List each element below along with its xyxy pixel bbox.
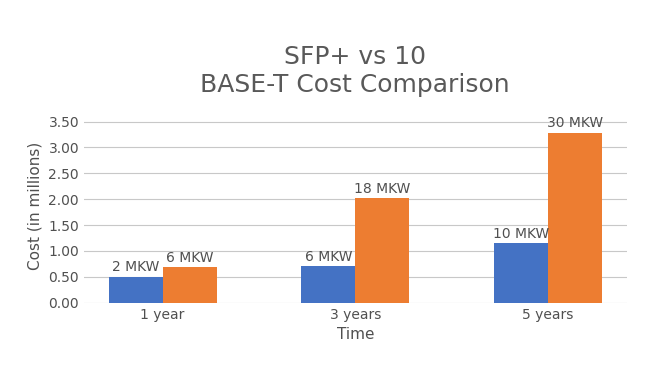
X-axis label: Time: Time bbox=[337, 327, 374, 342]
Text: 6 MKW: 6 MKW bbox=[304, 250, 352, 264]
Bar bbox=[355, 198, 410, 303]
Text: 30 MKW: 30 MKW bbox=[547, 116, 603, 130]
Text: 2 MKW: 2 MKW bbox=[112, 260, 160, 274]
Title: SFP+ vs 10
BASE-T Cost Comparison: SFP+ vs 10 BASE-T Cost Comparison bbox=[200, 45, 510, 97]
Bar bbox=[548, 133, 602, 303]
Bar bbox=[494, 243, 548, 303]
Bar bbox=[163, 267, 216, 303]
Y-axis label: Cost (in millions): Cost (in millions) bbox=[28, 142, 43, 270]
Legend: SFP, 10BASE-T: SFP, 10BASE-T bbox=[273, 383, 437, 388]
Text: 10 MKW: 10 MKW bbox=[493, 227, 549, 241]
Bar bbox=[301, 267, 355, 303]
Text: 18 MKW: 18 MKW bbox=[354, 182, 410, 196]
Text: 6 MKW: 6 MKW bbox=[166, 251, 213, 265]
Bar bbox=[109, 277, 163, 303]
